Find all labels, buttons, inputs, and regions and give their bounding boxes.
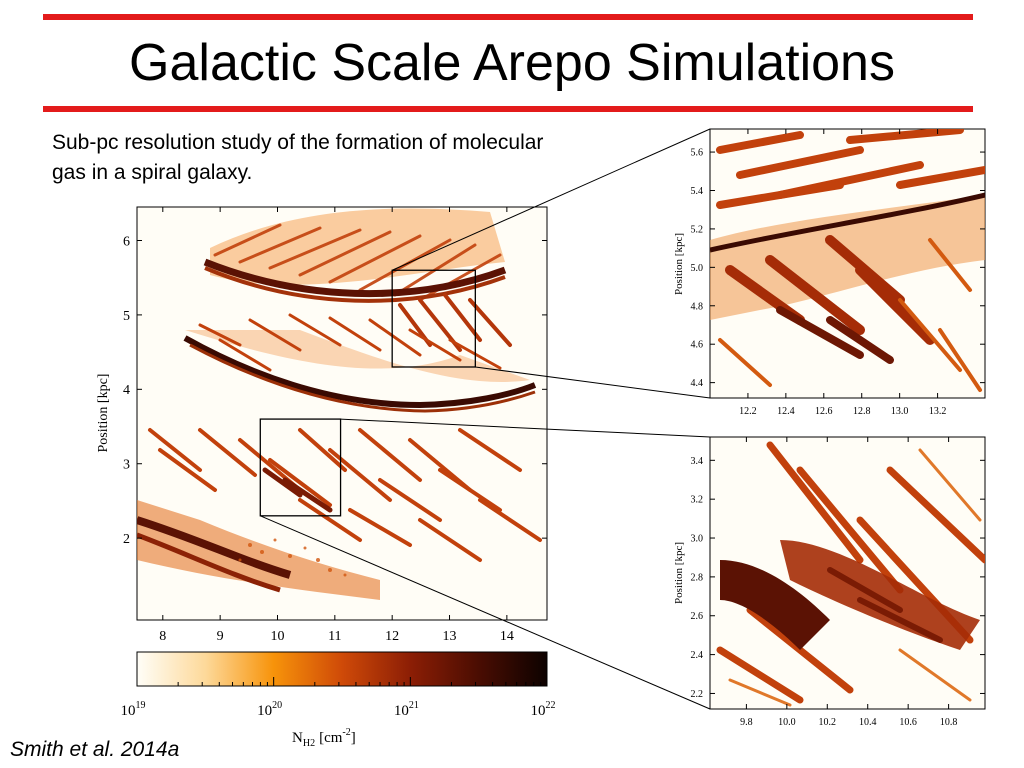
zoom-top-density-map	[710, 129, 985, 392]
main-panel: 8 9 10 11 12 13 14 6 5 4 3 2 Position [kpc]	[96, 206, 548, 644]
slide-title: Galactic Scale Arepo Simulations	[129, 34, 895, 92]
zoom_bottom-xtick-label: 10.6	[899, 717, 917, 728]
zoom-connector-lines	[260, 128, 711, 710]
connector-line	[260, 515, 711, 710]
zoom_top-ytick-label: 4.8	[691, 301, 704, 312]
connector-line	[475, 366, 711, 399]
main-density-map	[137, 208, 542, 600]
zoom_top-ytick-label: 4.6	[691, 340, 704, 351]
zoom_top-ytick-label: 5.6	[691, 148, 704, 159]
zoom_top-xtick-label: 13.0	[891, 406, 909, 417]
zoom-top-y-axis: 5.6 5.4 5.2 5.0 4.8 4.6 4.4	[691, 148, 985, 389]
zoom-box-top	[391, 269, 476, 368]
zoom-bottom-y-axis-label: Position [kpc]	[673, 542, 685, 604]
zoom-top-y-axis-label: Position [kpc]	[673, 233, 685, 295]
zoom_bottom-xtick-label: 9.8	[740, 717, 753, 728]
zoom-bottom-density-map	[716, 441, 985, 707]
zoom_top-xtick-label: 13.2	[929, 406, 947, 417]
main-zoom-boxes	[259, 269, 476, 517]
zoom_bottom-xtick-label: 10.2	[819, 717, 837, 728]
main_plot-xtick-label: 13	[443, 629, 457, 644]
main_plot-xtick-label: 11	[328, 629, 341, 644]
main_plot-ytick-label: 6	[123, 234, 130, 249]
zoom-panel-bottom: 9.8 10.0 10.2 10.4 10.6 10.8 3.4 3.2 3.0 2.8 2.6 2…	[673, 436, 986, 728]
zoom_top-ytick-label: 5.0	[691, 263, 704, 274]
main_plot-ytick-label: 2	[123, 532, 130, 547]
main-y-axis: 6 5 4 3 2	[123, 234, 547, 547]
zoom_top-xtick-label: 12.6	[815, 406, 833, 417]
colorbar-tick-label: 1019	[121, 700, 146, 719]
zoom_top-xtick-label: 12.8	[853, 406, 871, 417]
main_plot-xtick-label: 12	[385, 629, 399, 644]
zoom_bottom-ytick-label: 3.2	[691, 495, 704, 506]
zoom_bottom-xtick-label: 10.0	[778, 717, 796, 728]
zoom_bottom-ytick-label: 2.8	[691, 572, 704, 583]
top-red-rule	[43, 14, 973, 20]
zoom-box-bottom	[259, 418, 342, 517]
main-x-axis: 8 9 10 11 12 13 14	[159, 207, 514, 644]
zoom_bottom-xtick-label: 10.8	[940, 717, 958, 728]
colorbar-label: NH2 [cm-2]	[292, 727, 356, 749]
colorbar-tick-label: 1020	[257, 700, 282, 719]
zoom_top-ytick-label: 5.2	[691, 224, 704, 235]
main_plot-xtick-label: 14	[500, 629, 514, 644]
zoom_bottom-ytick-label: 2.4	[691, 650, 704, 661]
main-y-axis-label: Position [kpc]	[96, 374, 111, 453]
main_plot-xtick-label: 10	[270, 629, 284, 644]
zoom_bottom-ytick-label: 2.2	[691, 689, 704, 700]
zoom_bottom-ytick-label: 3.4	[691, 456, 704, 467]
zoom_top-xtick-label: 12.4	[777, 406, 795, 417]
connector-line	[391, 128, 711, 271]
citation: Smith et al. 2014a	[10, 738, 180, 761]
zoom_bottom-ytick-label: 3.0	[691, 534, 704, 545]
main_plot-ytick-label: 4	[123, 383, 130, 398]
colorbar-gradient	[136, 651, 548, 687]
main_plot-ytick-label: 3	[123, 458, 130, 473]
colorbar-tick-label: 1021	[394, 700, 419, 719]
zoom_top-ytick-label: 4.4	[691, 378, 704, 389]
connector-line	[340, 418, 711, 438]
colorbar-tick-label: 1022	[531, 700, 556, 719]
zoom_bottom-xtick-label: 10.4	[859, 717, 877, 728]
colorbar-ticks: 1019 1020 1021 1022	[121, 677, 556, 719]
zoom_top-xtick-label: 12.2	[739, 406, 757, 417]
zoom-panel-top: 12.2 12.4 12.6 12.8 13.0 13.2 5.6 5.4 5.2 5.0 4.8…	[673, 128, 986, 417]
main_plot-xtick-label: 8	[159, 629, 166, 644]
zoom-top-x-axis: 12.2 12.4 12.6 12.8 13.0 13.2	[739, 129, 946, 417]
zoom-bottom-x-axis: 9.8 10.0 10.2 10.4 10.6 10.8	[740, 437, 957, 728]
colorbar: 1019 1020 1021 1022 NH2 [cm-2]	[121, 651, 556, 749]
zoom-bottom-y-axis: 3.4 3.2 3.0 2.8 2.6 2.4 2.2	[691, 456, 985, 700]
main_plot-xtick-label: 9	[217, 629, 224, 644]
zoom_bottom-ytick-label: 2.6	[691, 611, 704, 622]
bottom-red-rule	[43, 106, 973, 112]
zoom_top-ytick-label: 5.4	[691, 186, 704, 197]
main_plot-ytick-label: 5	[123, 309, 130, 324]
slide-subtitle: Sub-pc resolution study of the formation…	[52, 131, 544, 184]
